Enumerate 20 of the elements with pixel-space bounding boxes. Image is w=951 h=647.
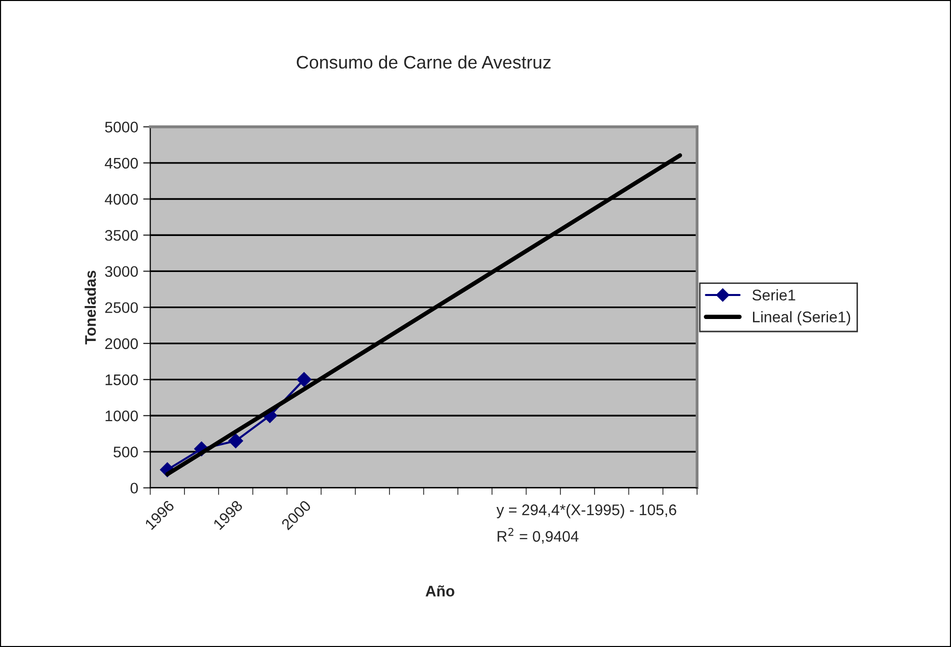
x-axis-title: Año: [426, 585, 454, 597]
chart-title: Consumo de Carne de Avestruz: [296, 55, 551, 69]
y-tick-label: 2500: [105, 302, 138, 314]
y-tick-label: 2000: [105, 338, 138, 350]
legend-label: Serie1: [752, 289, 796, 300]
y-tick-label: 5000: [105, 122, 138, 132]
legend-label: Lineal (Serie1): [753, 311, 850, 326]
y-tick-label: 1000: [106, 410, 138, 422]
point: [296, 372, 312, 387]
y-axis-title: Toneladas: [84, 270, 96, 344]
y-tick-label: 1500: [106, 374, 138, 386]
point: [228, 434, 244, 448]
text: y = 294,4*(X-1995) - 105,6: [496, 504, 676, 518]
y-tick-label: 4500: [104, 158, 138, 169]
y-tick-label: 0: [130, 482, 138, 494]
y-tick-label: 3000: [105, 266, 138, 277]
y-tick-label: 500: [114, 446, 138, 458]
text: R$^{2}$ = 0,9404: [498, 528, 579, 544]
y-tick-label: 3500: [105, 230, 138, 241]
y-tick-label: 4000: [104, 194, 138, 205]
